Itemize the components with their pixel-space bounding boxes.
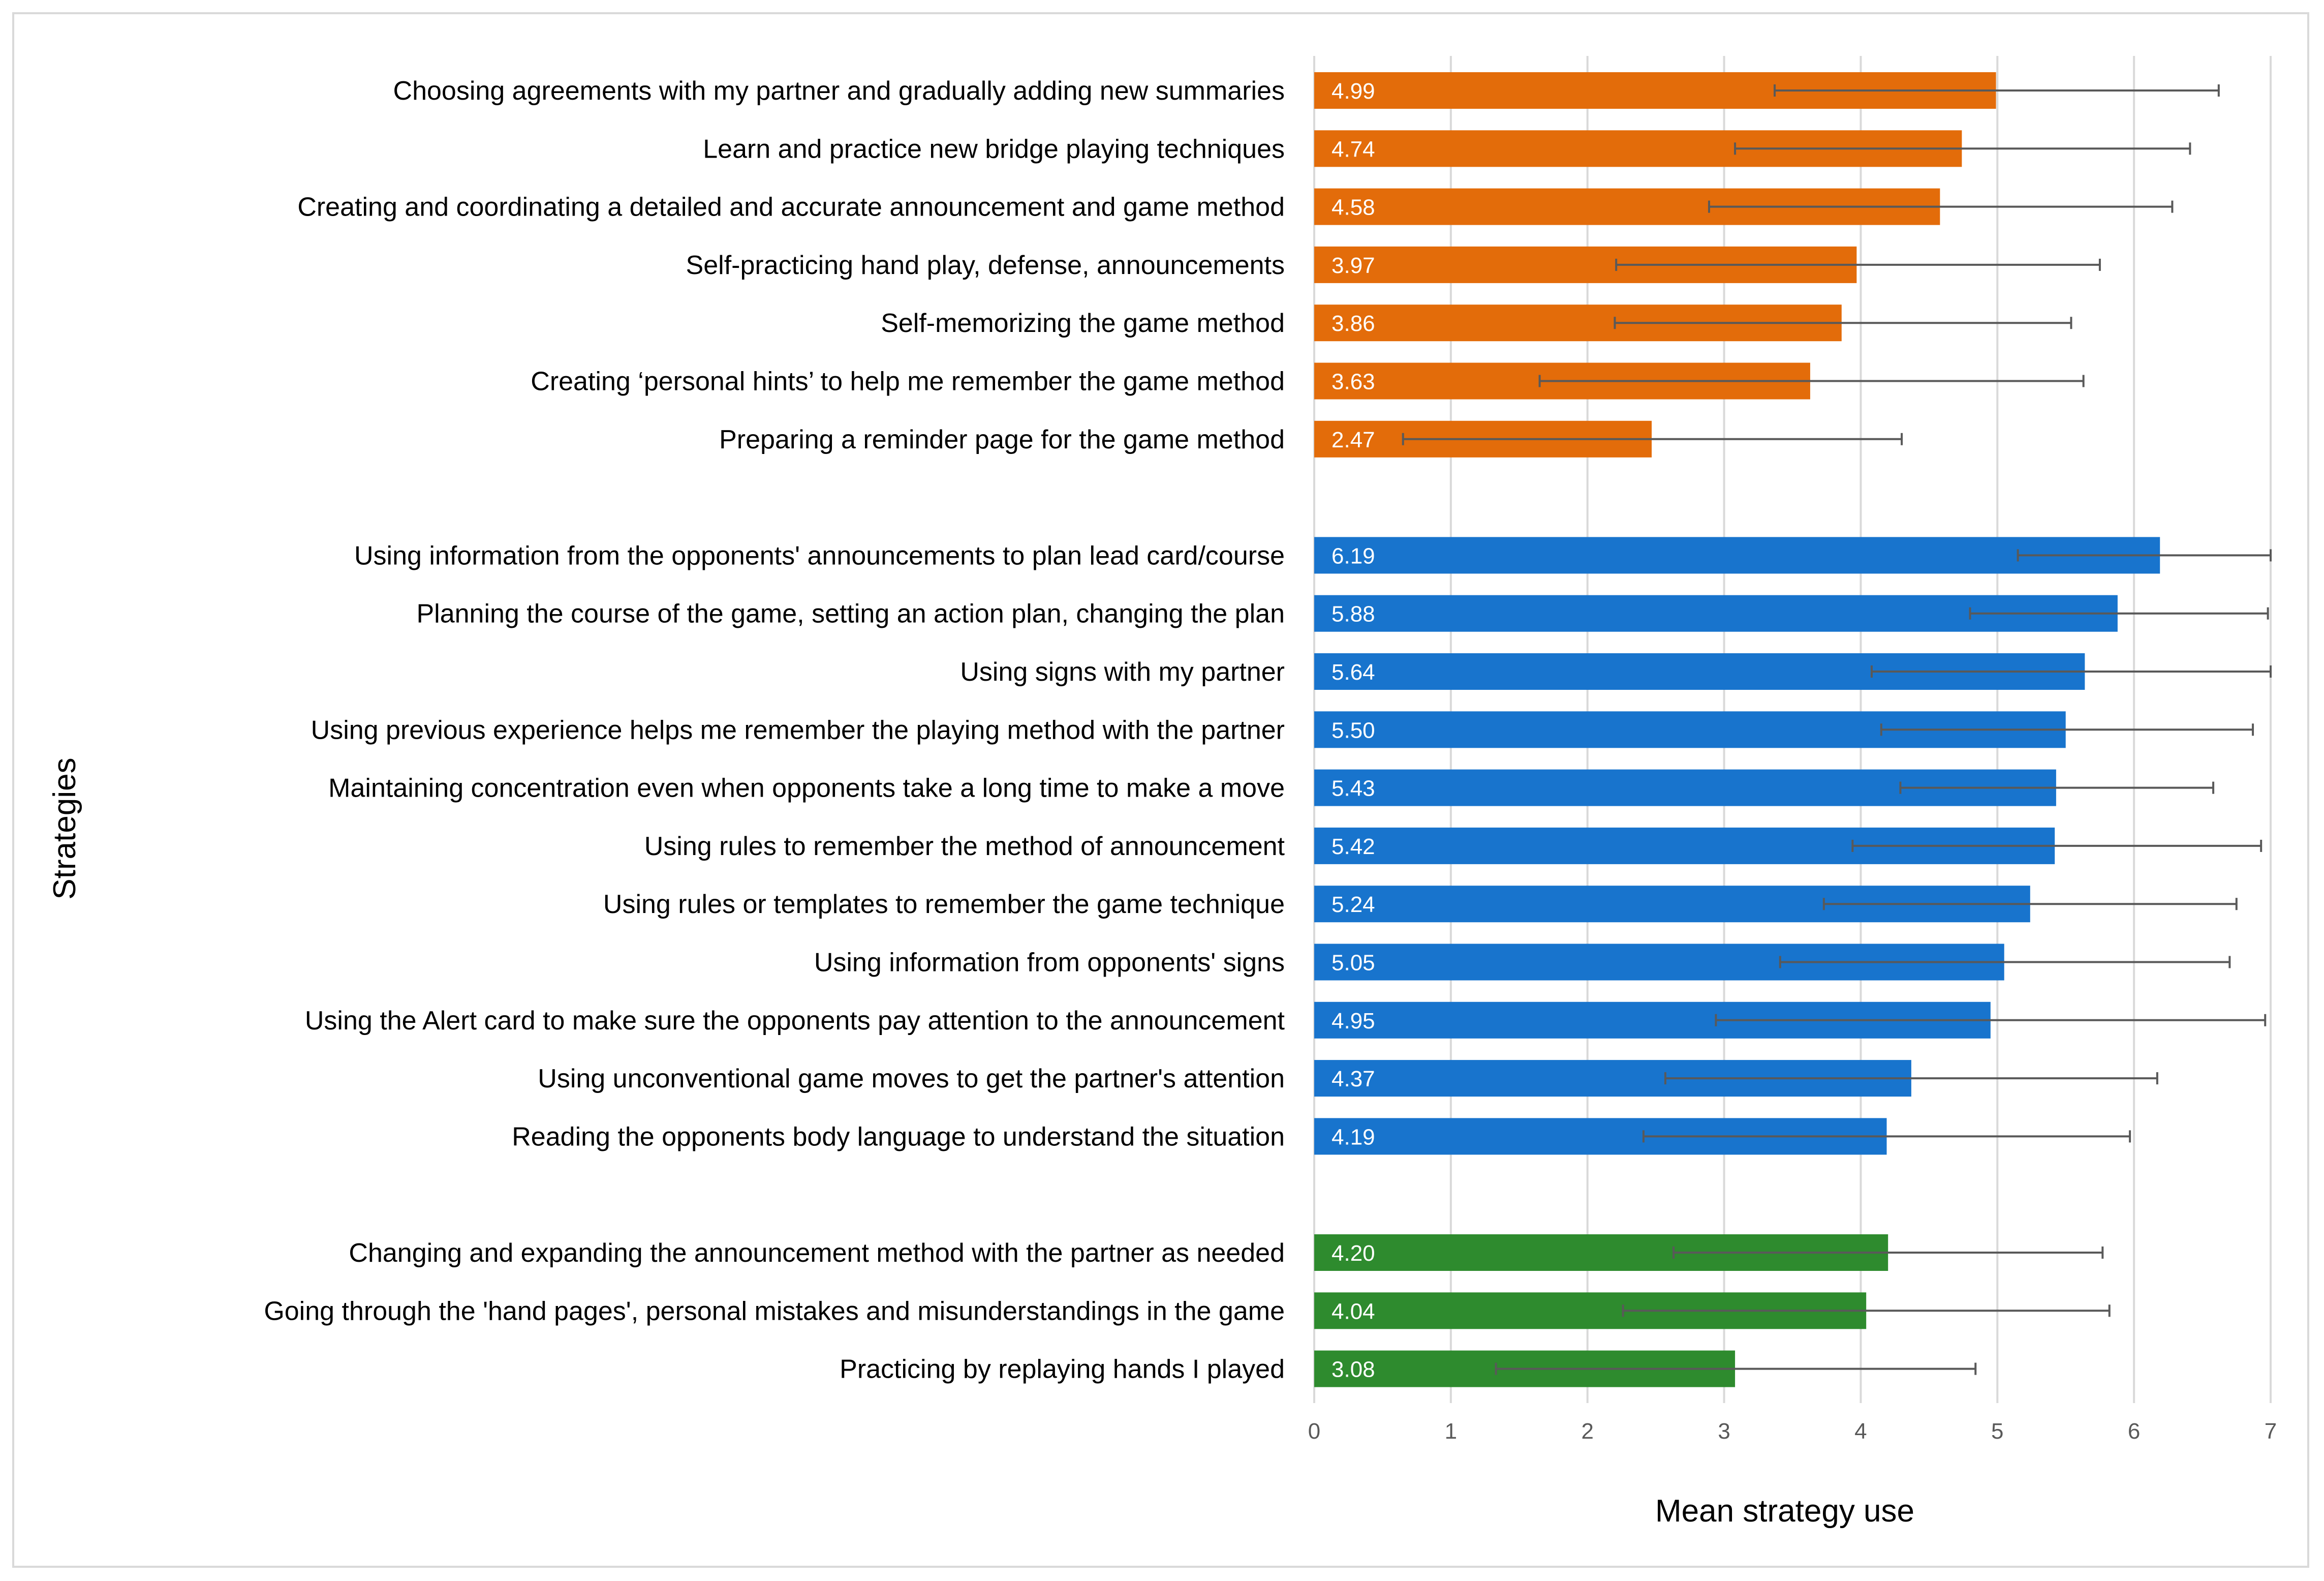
bar-value-label: 5.42 bbox=[1331, 834, 1375, 859]
category-label: Practicing by replaying hands I played bbox=[840, 1355, 1285, 1384]
bar-value-label: 3.97 bbox=[1331, 253, 1375, 278]
y-axis-title: Strategies bbox=[47, 757, 82, 899]
category-label: Choosing agreements with my partner and … bbox=[393, 76, 1285, 106]
error-bars bbox=[1402, 84, 2272, 1375]
category-label: Using the Alert card to make sure the op… bbox=[305, 1006, 1285, 1036]
category-label: Reading the opponents body language to u… bbox=[512, 1122, 1285, 1151]
bar-value-label: 5.24 bbox=[1331, 892, 1375, 917]
category-label: Self-memorizing the game method bbox=[881, 309, 1285, 338]
x-axis-title: Mean strategy use bbox=[1655, 1494, 1914, 1529]
bar-value-label: 6.19 bbox=[1331, 543, 1375, 568]
bar-value-label: 5.88 bbox=[1331, 602, 1375, 627]
category-label: Creating and coordinating a detailed and… bbox=[297, 193, 1285, 222]
bar-value-label: 4.95 bbox=[1331, 1009, 1375, 1033]
bar-value-label: 3.86 bbox=[1331, 311, 1375, 336]
category-label: Using unconventional game moves to get t… bbox=[538, 1064, 1285, 1093]
category-label: Using information from opponents' signs bbox=[814, 948, 1285, 978]
category-label: Learn and practice new bridge playing te… bbox=[703, 134, 1285, 164]
bar-value-label: 2.47 bbox=[1331, 428, 1375, 452]
x-tick-label: 1 bbox=[1445, 1419, 1457, 1444]
x-tick-label: 2 bbox=[1581, 1419, 1593, 1444]
x-axis-ticks: 0 1 2 3 4 5 6 7 bbox=[1308, 1419, 2277, 1444]
bar-value-label: 3.08 bbox=[1331, 1357, 1375, 1382]
category-label: Changing and expanding the announcement … bbox=[349, 1238, 1285, 1268]
category-label: Using signs with my partner bbox=[960, 657, 1285, 687]
bar-value-label: 4.99 bbox=[1331, 79, 1375, 104]
bar-value-label: 5.64 bbox=[1331, 660, 1375, 685]
bar-value-label: 5.50 bbox=[1331, 718, 1375, 743]
category-label: Going through the 'hand pages', personal… bbox=[264, 1296, 1285, 1326]
category-labels: Choosing agreements with my partner and … bbox=[264, 76, 1285, 1384]
bar-value-label: 4.58 bbox=[1331, 195, 1375, 220]
category-label: Planning the course of the game, setting… bbox=[416, 599, 1285, 629]
bar-value-label: 4.04 bbox=[1331, 1299, 1375, 1324]
category-label: Creating ‘personal hints’ to help me rem… bbox=[531, 367, 1285, 397]
bar-value-label: 4.20 bbox=[1331, 1241, 1375, 1266]
category-label: Preparing a reminder page for the game m… bbox=[719, 425, 1285, 454]
bar-value-label: 3.63 bbox=[1331, 370, 1375, 394]
category-label: Using previous experience helps me remem… bbox=[311, 715, 1285, 745]
category-label: Maintaining concentration even when oppo… bbox=[328, 774, 1285, 803]
x-tick-label: 7 bbox=[2265, 1419, 2277, 1444]
category-label: Using rules or templates to remember the… bbox=[603, 890, 1285, 919]
x-tick-label: 6 bbox=[2128, 1419, 2140, 1444]
category-label: Using information from the opponents' an… bbox=[354, 541, 1285, 570]
x-tick-label: 0 bbox=[1308, 1419, 1320, 1444]
bar-value-label: 4.74 bbox=[1331, 137, 1375, 162]
x-tick-label: 3 bbox=[1718, 1419, 1730, 1444]
bar-value-label: 5.43 bbox=[1331, 776, 1375, 801]
bar-value-label: 5.05 bbox=[1331, 951, 1375, 976]
bar-value-label: 4.19 bbox=[1331, 1124, 1375, 1149]
category-label: Self-practicing hand play, defense, anno… bbox=[686, 251, 1285, 280]
x-tick-label: 4 bbox=[1854, 1419, 1867, 1444]
category-label: Using rules to remember the method of an… bbox=[644, 832, 1285, 861]
bar-value-label: 4.37 bbox=[1331, 1067, 1375, 1091]
x-tick-label: 5 bbox=[1991, 1419, 2003, 1444]
